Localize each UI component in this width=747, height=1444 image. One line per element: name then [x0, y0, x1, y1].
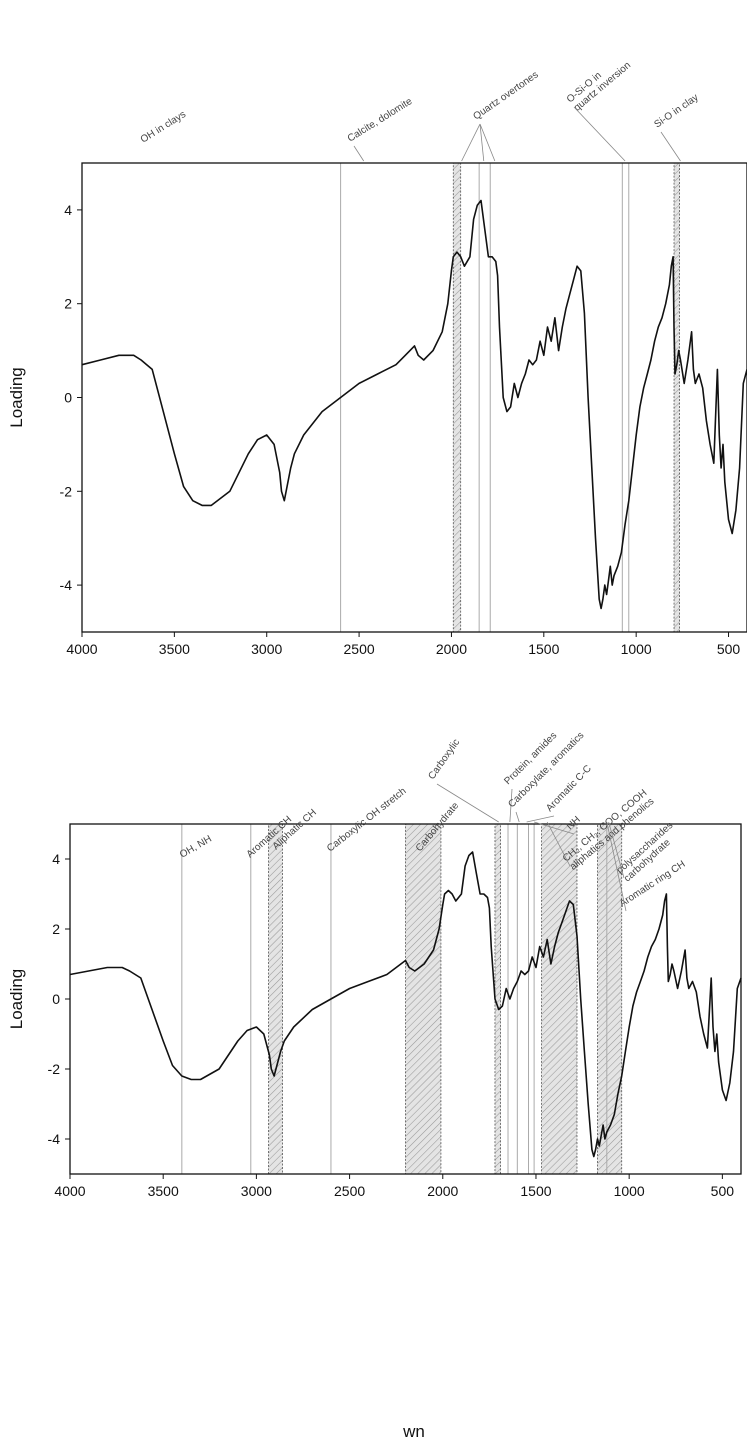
annotation-pointer	[353, 145, 365, 162]
x-tick-label: 500	[711, 1183, 735, 1199]
series-line	[69, 851, 742, 1158]
x-tick-label: 3500	[159, 641, 190, 657]
annotation-label: O-Si-O inquartz inversion	[565, 51, 633, 113]
y-tick-label: -2	[60, 483, 73, 499]
x-tick-label: 500	[717, 641, 741, 657]
annotation-pointer	[606, 821, 627, 912]
y-axis-title: Loading	[7, 969, 26, 1030]
x-tick-label: 2500	[334, 1183, 365, 1199]
y-tick-label: -2	[48, 1061, 61, 1077]
x-tick-label: 1000	[621, 641, 652, 657]
annotation-label: Carboxylic OH stretch	[325, 786, 408, 855]
annotation-pointer	[533, 821, 575, 835]
x-tick-label: 1000	[614, 1183, 645, 1199]
annotation-label: OH, NH	[178, 834, 214, 861]
y-tick-label: 2	[64, 296, 72, 312]
annotation-band	[405, 823, 442, 1175]
annotation-band	[268, 823, 283, 1175]
y-tick-label: 0	[64, 390, 72, 406]
annotation-label: OH in clays	[139, 109, 188, 145]
y-tick-label: 4	[64, 202, 72, 218]
x-tick-label: 3000	[251, 641, 282, 657]
annotation-pointer	[660, 131, 681, 162]
annotation-pointer	[461, 123, 481, 162]
series-line	[81, 199, 747, 610]
x-tick-label: 3500	[148, 1183, 179, 1199]
annotation-label: Carboxylic	[426, 737, 462, 782]
plot-frame	[81, 162, 747, 633]
x-tick-label: 2500	[344, 641, 375, 657]
x-tick-label: 4000	[54, 1183, 85, 1199]
x-tick-label: 1500	[520, 1183, 551, 1199]
annotation-pointer	[546, 821, 571, 867]
x-tick-label: 2000	[427, 1183, 458, 1199]
annotation-pointer	[515, 811, 520, 823]
annotation-band	[597, 823, 623, 1175]
x-axis-title: wn	[402, 1422, 425, 1441]
bottom-chart: 4000 3500 3000 2500 2000 1500 1000 500 -4 -2 0 2 4 Lo…	[7, 730, 742, 1199]
annotation-band	[541, 823, 578, 1175]
x-tick-label: 1500	[528, 641, 559, 657]
annotation-pointer	[436, 783, 499, 823]
y-tick-label: 2	[52, 921, 60, 937]
x-tick-label: 4000	[66, 641, 97, 657]
annotation-pointer	[479, 123, 496, 162]
annotation-pointer	[479, 123, 485, 162]
y-tick-label: -4	[60, 577, 73, 593]
annotation-band	[673, 162, 680, 633]
y-tick-label: -4	[48, 1131, 61, 1147]
x-tick-label: 3000	[241, 1183, 272, 1199]
annotation-pointer	[509, 788, 513, 823]
annotation-label: Quartz overtones	[471, 69, 540, 122]
annotation-label: Calcite, dolomite	[346, 96, 415, 145]
y-tick-label: 4	[52, 851, 60, 867]
top-chart: 4000 3500 3000 2500 2000 1500 1000 500 -4 -2 0 2 4 Lo…	[7, 51, 747, 657]
annotation-pointer	[608, 821, 625, 879]
y-tick-label: 0	[52, 991, 60, 1007]
x-tick-label: 2000	[436, 641, 467, 657]
annotation-label: Si-O in clay	[652, 92, 700, 130]
annotation-band	[452, 162, 462, 633]
y-axis-title: Loading	[7, 367, 26, 428]
annotation-pointer	[526, 815, 555, 823]
annotation-pointer	[573, 106, 626, 162]
